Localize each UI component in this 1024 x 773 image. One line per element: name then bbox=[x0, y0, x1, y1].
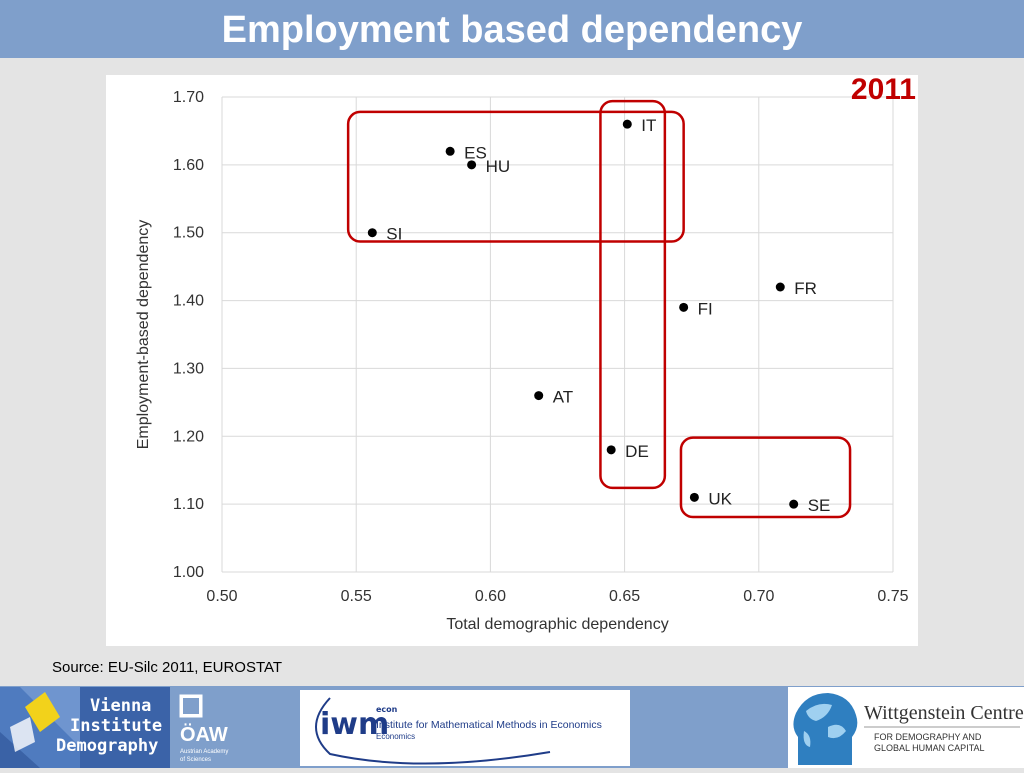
point-label: HU bbox=[486, 157, 511, 176]
data-point bbox=[679, 302, 689, 312]
title-bar bbox=[0, 0, 1024, 58]
wc-sub1: FOR DEMOGRAPHY AND bbox=[874, 732, 982, 742]
x-tick-label: 0.65 bbox=[609, 588, 640, 605]
x-tick-label: 0.50 bbox=[206, 588, 237, 605]
iwm-econ: econ bbox=[376, 705, 398, 714]
head-globe-icon bbox=[793, 693, 858, 765]
vienna-institute-logo: Vienna Institute of Demography bbox=[0, 687, 193, 768]
wc-title: Wittgenstein Centre bbox=[864, 702, 1024, 724]
y-tick-label: 1.60 bbox=[173, 157, 204, 174]
x-axis-label: Total demographic dependency bbox=[446, 616, 668, 633]
source-note: Source: EU-Silc 2011, EUROSTAT bbox=[52, 659, 283, 676]
data-point bbox=[789, 499, 799, 509]
y-tick-label: 1.50 bbox=[173, 225, 204, 242]
y-tick-label: 1.10 bbox=[173, 496, 204, 513]
data-point bbox=[467, 160, 477, 170]
data-point bbox=[534, 391, 544, 401]
y-tick-label: 1.00 bbox=[173, 564, 204, 581]
point-label: IT bbox=[641, 116, 656, 135]
vid-line2: Institute of bbox=[70, 716, 170, 736]
highlight-box bbox=[346, 110, 685, 243]
x-tick-label: 0.55 bbox=[341, 588, 372, 605]
x-tick-label: 0.60 bbox=[475, 588, 506, 605]
y-axis-label: Employment-based dependency bbox=[135, 220, 152, 449]
vid-line1: Vienna bbox=[90, 696, 151, 716]
data-point bbox=[367, 228, 377, 238]
point-label: ES bbox=[464, 143, 487, 162]
point-label: AT bbox=[553, 388, 573, 407]
point-label: FI bbox=[698, 299, 713, 318]
iwm-logo: iwm econ Institute for Mathematical Meth… bbox=[300, 690, 630, 766]
x-tick-label: 0.75 bbox=[877, 588, 908, 605]
oaw-logo: ÖAW Austrian Academy of Sciences bbox=[172, 687, 238, 768]
oaw-sub2: of Sciences bbox=[180, 757, 211, 763]
x-tick-label: 0.70 bbox=[743, 588, 774, 605]
wc-sub2: GLOBAL HUMAN CAPITAL bbox=[874, 743, 985, 753]
iwm-name: Institute for Mathematical Methods in Ec… bbox=[376, 719, 602, 731]
point-label: UK bbox=[708, 489, 732, 508]
data-point bbox=[689, 492, 699, 502]
chart-panel: 1.00 1.10 1.20 1.30 1.40 1.50 1.60 1.70 0.50 0.55… bbox=[106, 75, 918, 646]
iwm-sub: Economics bbox=[376, 732, 415, 741]
data-point bbox=[775, 282, 785, 292]
highlight-box bbox=[599, 99, 667, 490]
data-point bbox=[622, 119, 632, 129]
data-point bbox=[606, 445, 616, 455]
y-tick-label: 1.30 bbox=[173, 360, 204, 377]
slide-title: Employment based dependency bbox=[221, 9, 803, 51]
year-label: 2011 bbox=[850, 73, 916, 106]
highlight-box bbox=[679, 436, 852, 519]
scatter-chart: 1.00 1.10 1.20 1.30 1.40 1.50 1.60 1.70 0.50 0.55… bbox=[135, 89, 909, 633]
point-label: SE bbox=[808, 496, 831, 515]
y-tick-label: 1.20 bbox=[173, 428, 204, 445]
y-tick-label: 1.40 bbox=[173, 293, 204, 310]
wittgenstein-centre-logo: Wittgenstein Centre FOR DEMOGRAPHY AND G… bbox=[788, 687, 1024, 768]
point-label: DE bbox=[625, 442, 649, 461]
point-label: FR bbox=[794, 279, 817, 298]
y-tick-label: 1.70 bbox=[173, 89, 204, 106]
vid-line3: Demography bbox=[56, 736, 158, 756]
oaw-name: ÖAW bbox=[180, 723, 228, 746]
iwm-mark: iwm bbox=[320, 707, 389, 742]
point-label: SI bbox=[386, 225, 402, 244]
oaw-sub1: Austrian Academy bbox=[180, 749, 228, 755]
data-point bbox=[445, 146, 455, 156]
